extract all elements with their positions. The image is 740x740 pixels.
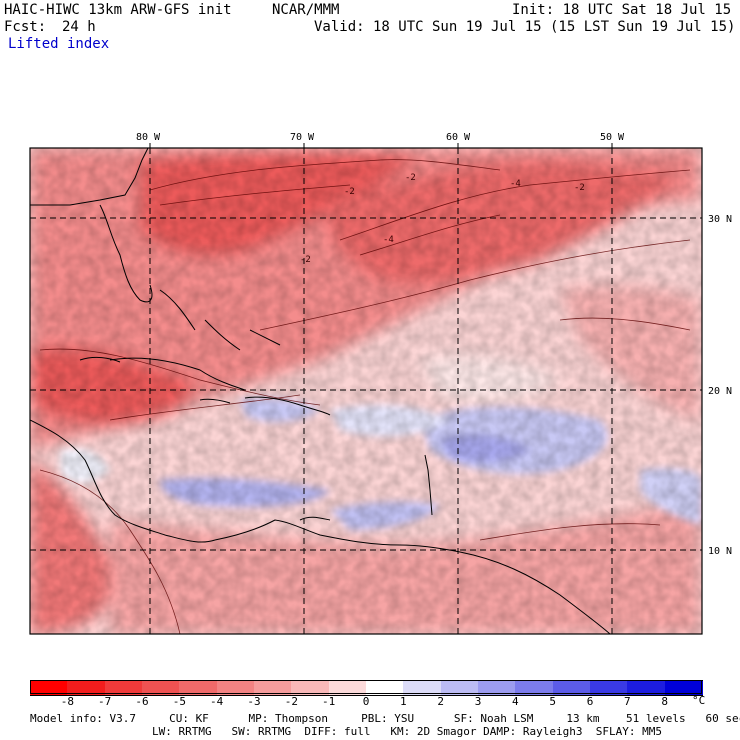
colorbar-tick-label: 8 — [661, 695, 668, 708]
colorbar-tick-label: 3 — [474, 695, 482, 708]
colorbar-tick-label: 6 — [586, 695, 594, 708]
lon-label-80w: 80 W — [136, 132, 161, 143]
map-frame — [29, 147, 703, 635]
pixel-texture — [30, 148, 702, 634]
colorbar-tick-label: 2 — [437, 695, 444, 708]
contour-label: -2 — [574, 183, 585, 193]
init-time: Init: 18 UTC Sat 18 Jul 15 — [512, 2, 732, 18]
lon-label-60w: 60 W — [446, 132, 471, 143]
model-info-line2: LW: RRTMG SW: RRTMG DIFF: full KM: 2D Sm… — [152, 725, 662, 738]
contour-label: -4 — [383, 235, 394, 245]
colorbar-tick-label: 4 — [512, 695, 519, 708]
colorbar-unit: °C — [692, 694, 706, 707]
valid-time: Valid: 18 UTC Sun 19 Jul 15 (15 LST Sun … — [314, 19, 736, 35]
colorbar-tick-label: -8 — [60, 695, 74, 708]
field-name: Lifted index — [8, 36, 110, 52]
coastlines — [30, 148, 611, 634]
forecast-hour: 24 h — [62, 19, 96, 35]
forecast-label: Fcst: — [4, 19, 47, 35]
contour-label: -4 — [510, 179, 521, 189]
lat-lon-grid — [30, 148, 702, 634]
colorbar-tick-label: -2 — [284, 695, 298, 708]
lat-label-20n: 20 N — [708, 386, 732, 397]
model-title: HAIC-HIWC 13km ARW-GFS init — [4, 2, 232, 18]
lat-label-30n: 30 N — [708, 214, 732, 225]
colorbar-tick-label: 1 — [400, 695, 407, 708]
organization: NCAR/MMM — [272, 2, 340, 18]
colorbar-tick-label: -1 — [322, 695, 336, 708]
colorbar-tick-label: -7 — [98, 695, 112, 708]
model-info-line1: Model info: V3.7 CU: KF MP: Thompson PBL… — [30, 712, 740, 725]
contour-label: -2 — [344, 187, 355, 197]
colorbar-frame — [30, 680, 702, 694]
contour-label: -2 — [405, 173, 416, 183]
colorbar-tick-label: -4 — [210, 695, 224, 708]
colorbar-tick-label: 0 — [362, 695, 370, 708]
contour-label: -2 — [300, 255, 311, 265]
colorbar-tick-label: -5 — [172, 695, 186, 708]
lon-label-70w: 70 W — [290, 132, 315, 143]
colorbar-tick-label: -6 — [135, 695, 149, 708]
lon-label-50w: 50 W — [600, 132, 625, 143]
colorbar-tick-label: -3 — [247, 695, 261, 708]
colorbar-tick-label: 7 — [624, 695, 631, 708]
axis-ticks — [149, 143, 613, 148]
lat-label-10n: 10 N — [708, 546, 732, 557]
colorbar-tick-label: 5 — [549, 695, 556, 708]
